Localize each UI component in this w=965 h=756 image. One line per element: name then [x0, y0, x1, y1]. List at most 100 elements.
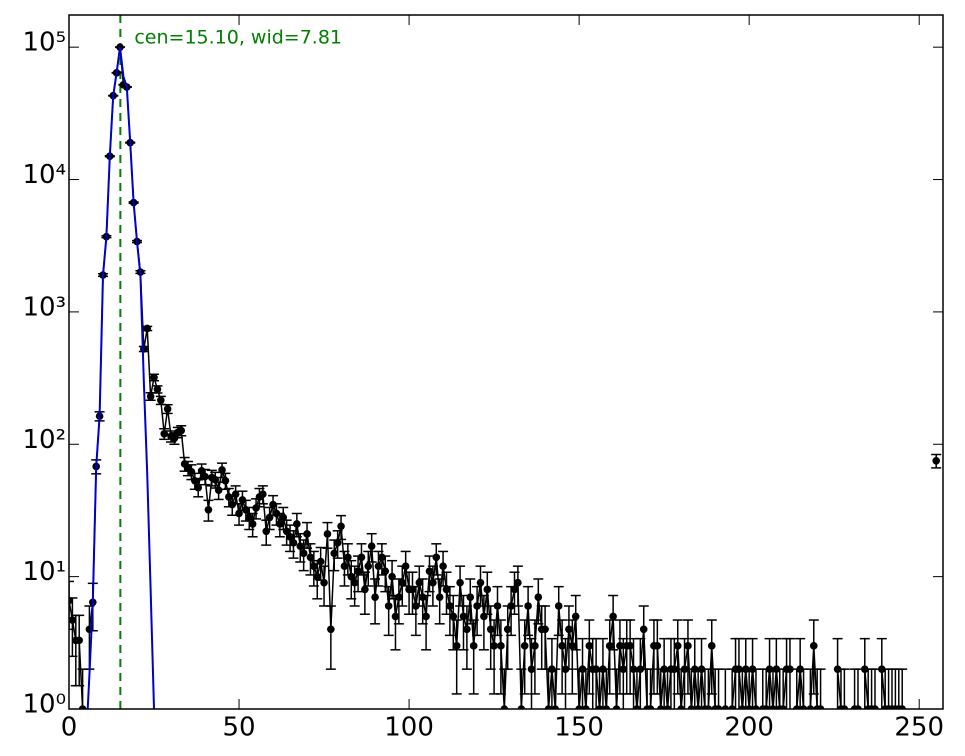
data-point	[160, 429, 169, 438]
data-point	[497, 642, 505, 650]
data-point	[524, 602, 532, 610]
data-point	[568, 642, 577, 650]
data-point	[337, 522, 345, 531]
data-point	[670, 665, 679, 673]
x-tick-label: 100	[384, 713, 434, 743]
data-point	[507, 602, 515, 610]
data-point	[721, 705, 730, 709]
data-point	[459, 612, 468, 621]
data-point	[303, 530, 311, 538]
data-point	[769, 705, 777, 709]
data-point	[194, 483, 203, 492]
data-line	[809, 645, 821, 709]
data-point	[653, 642, 662, 650]
data-point	[493, 602, 502, 610]
data-point	[469, 642, 478, 650]
data-point	[779, 705, 787, 709]
data-point	[282, 527, 291, 536]
data-point	[316, 557, 325, 566]
data-point	[616, 642, 624, 650]
plot-area	[69, 15, 943, 709]
data-point	[432, 553, 441, 562]
data-point	[551, 705, 560, 709]
x-tick-label: 0	[61, 713, 78, 743]
data-point	[313, 572, 322, 581]
data-point	[656, 705, 665, 709]
data-point	[452, 642, 461, 650]
data-point	[289, 539, 298, 547]
data-point	[585, 642, 594, 650]
data-point	[146, 392, 155, 401]
data-point	[347, 572, 356, 581]
y-tick-label: 10⁰	[22, 690, 66, 720]
data-point	[429, 578, 437, 587]
data-point	[163, 405, 172, 413]
data-point	[840, 705, 849, 709]
data-point	[446, 602, 454, 610]
data-point	[463, 625, 471, 634]
data-point	[276, 520, 284, 528]
data-point	[408, 585, 417, 594]
data-point	[69, 616, 77, 624]
data-point	[527, 665, 536, 673]
data-line	[864, 669, 875, 709]
data-point	[466, 593, 475, 601]
x-tick-label: 50	[222, 713, 255, 743]
data-point	[609, 612, 617, 621]
data-point	[786, 665, 794, 673]
data-point	[490, 642, 498, 650]
data-point	[299, 549, 308, 558]
data-point	[816, 705, 825, 709]
data-line	[836, 669, 845, 709]
data-point	[293, 520, 301, 528]
data-point	[483, 585, 492, 594]
y-tick-label: 10³	[22, 292, 66, 322]
data-point	[595, 705, 604, 709]
data-point	[75, 636, 84, 645]
data-point	[639, 625, 648, 634]
data-point	[177, 426, 186, 435]
data-point	[78, 705, 87, 709]
data-point	[384, 602, 393, 610]
data-point	[476, 578, 485, 587]
data-point	[605, 642, 614, 650]
data-point	[898, 705, 906, 709]
data-point	[510, 585, 519, 594]
data-point	[228, 500, 237, 509]
data-point	[259, 490, 267, 498]
data-point	[762, 705, 770, 709]
data-point	[248, 520, 257, 528]
data-point	[752, 705, 760, 709]
data-point	[677, 705, 685, 709]
data-point	[422, 612, 430, 621]
data-point	[442, 585, 451, 594]
data-point	[707, 642, 716, 650]
data-point	[269, 500, 277, 509]
data-point	[364, 562, 373, 570]
data-point	[401, 562, 410, 570]
annotation: cen=15.10, wid=7.81	[134, 27, 342, 49]
y-tick-label: 10²	[22, 425, 66, 455]
data-point	[340, 562, 349, 570]
data-point	[799, 705, 808, 709]
data-point	[646, 705, 655, 709]
data-point	[327, 625, 335, 634]
data-point	[486, 625, 495, 634]
data-point	[286, 532, 294, 541]
data-point	[871, 705, 879, 709]
data-point	[520, 642, 529, 650]
data-point	[687, 705, 696, 709]
data-point	[330, 549, 339, 558]
data-point	[500, 705, 509, 709]
data-point	[680, 665, 689, 673]
data-point	[541, 625, 549, 634]
data-point	[357, 553, 366, 562]
data-point	[449, 612, 458, 621]
data-point	[310, 562, 318, 570]
data-point	[558, 642, 566, 650]
data-point	[333, 539, 342, 547]
data-point	[143, 324, 152, 333]
data-point	[792, 705, 801, 709]
data-point	[391, 612, 400, 621]
